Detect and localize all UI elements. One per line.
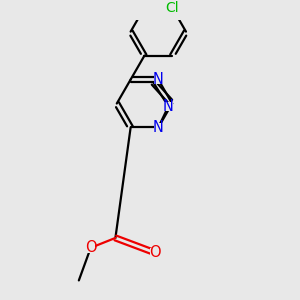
Bar bbox=[165, 3, 179, 13]
Bar bbox=[150, 248, 160, 257]
Text: N: N bbox=[163, 99, 174, 114]
Text: N: N bbox=[153, 72, 164, 87]
Bar bbox=[164, 102, 173, 111]
Text: Cl: Cl bbox=[165, 1, 179, 15]
Bar bbox=[86, 243, 95, 253]
Text: O: O bbox=[85, 240, 97, 255]
Bar bbox=[154, 123, 163, 132]
Text: N: N bbox=[153, 120, 164, 135]
Bar bbox=[154, 75, 163, 84]
Text: O: O bbox=[149, 245, 161, 260]
